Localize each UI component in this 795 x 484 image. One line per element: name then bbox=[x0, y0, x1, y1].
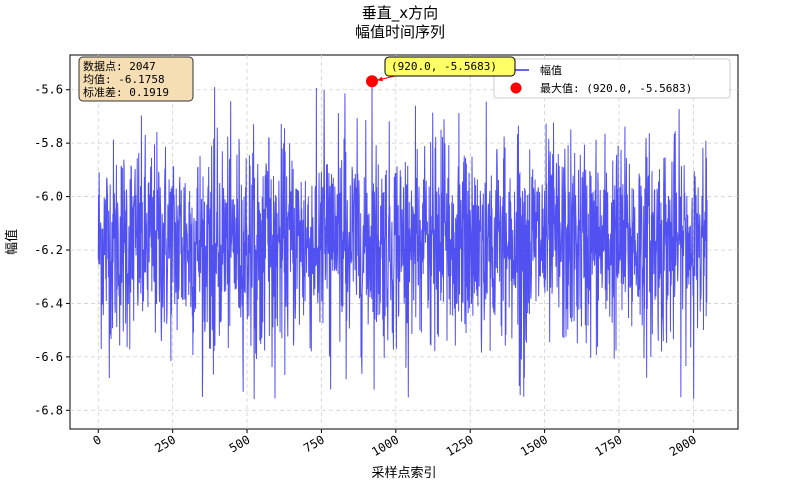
legend-line-label: 幅值 bbox=[540, 64, 562, 77]
x-tick-label: 2000 bbox=[667, 432, 699, 459]
legend-marker-swatch bbox=[510, 82, 522, 94]
max-annotation: (920.0, -5.5683) bbox=[376, 56, 516, 82]
annotation-text: (920.0, -5.5683) bbox=[391, 60, 497, 73]
x-tick-label: 750 bbox=[301, 432, 327, 455]
y-tick-label: -6.6 bbox=[34, 350, 63, 364]
x-tick-label: 1000 bbox=[369, 432, 401, 459]
stats-box: 数据点: 2047 均值: -6.1758 标准差: 0.1919 bbox=[78, 56, 194, 102]
y-tick-label: -6.0 bbox=[34, 190, 63, 204]
annotation-box bbox=[384, 56, 516, 77]
x-tick-label: 500 bbox=[227, 432, 253, 455]
x-tick-label: 1750 bbox=[592, 432, 624, 459]
legend: 幅值 最大值: (920.0, -5.5683) bbox=[493, 58, 731, 99]
stats-box-background bbox=[78, 56, 194, 102]
chart-title: 垂直_x方向 bbox=[362, 4, 438, 23]
x-axis-label: 采样点索引 bbox=[371, 466, 436, 481]
legend-frame bbox=[493, 58, 731, 99]
chart-subtitle: 幅值时间序列 bbox=[355, 23, 445, 41]
y-tick-label: -5.6 bbox=[34, 83, 63, 97]
max-value-point bbox=[366, 75, 379, 88]
y-tick-label: -6.2 bbox=[34, 243, 63, 257]
y-tick-label: -6.8 bbox=[34, 403, 63, 417]
series-group bbox=[97, 81, 708, 400]
x-tick-label: 1500 bbox=[518, 432, 550, 459]
x-tick-label: 0 bbox=[91, 432, 104, 448]
x-tick-label: 1250 bbox=[444, 432, 476, 459]
y-axis-label: 幅值 bbox=[4, 229, 20, 255]
series-line bbox=[97, 81, 708, 400]
x-tick-label: 250 bbox=[152, 432, 178, 455]
stats-mean: 均值: -6.1758 bbox=[83, 73, 165, 86]
stats-count: 数据点: 2047 bbox=[83, 59, 156, 73]
annotation-arrowhead bbox=[377, 76, 383, 82]
y-tick-label: -5.8 bbox=[34, 136, 63, 150]
legend-marker-label: 最大值: (920.0, -5.5683) bbox=[540, 81, 692, 95]
y-tick-label: -6.4 bbox=[34, 296, 63, 310]
stats-std: 标准差: 0.1919 bbox=[83, 85, 169, 99]
